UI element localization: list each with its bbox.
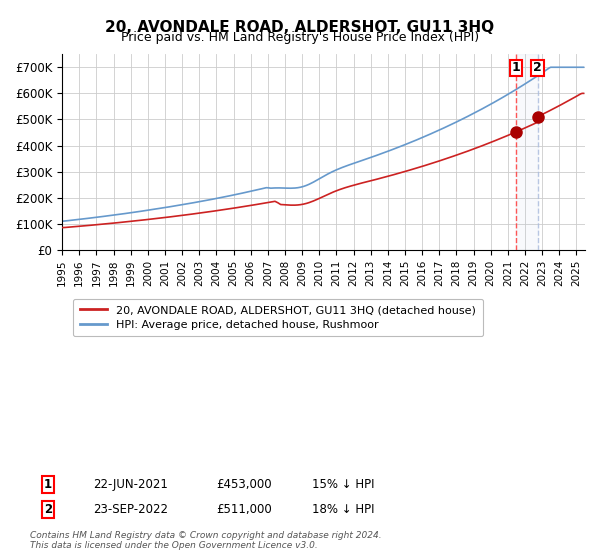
Text: 1: 1	[44, 478, 52, 491]
Text: 1: 1	[512, 62, 520, 74]
Text: 15% ↓ HPI: 15% ↓ HPI	[312, 478, 374, 491]
Text: 22-JUN-2021: 22-JUN-2021	[93, 478, 168, 491]
Text: Contains HM Land Registry data © Crown copyright and database right 2024.
This d: Contains HM Land Registry data © Crown c…	[30, 530, 382, 550]
Text: 20, AVONDALE ROAD, ALDERSHOT, GU11 3HQ: 20, AVONDALE ROAD, ALDERSHOT, GU11 3HQ	[106, 20, 494, 35]
Legend: 20, AVONDALE ROAD, ALDERSHOT, GU11 3HQ (detached house), HPI: Average price, det: 20, AVONDALE ROAD, ALDERSHOT, GU11 3HQ (…	[73, 298, 483, 337]
Text: 2: 2	[44, 503, 52, 516]
Text: £511,000: £511,000	[216, 503, 272, 516]
Bar	[516, 54, 538, 250]
Text: 23-SEP-2022: 23-SEP-2022	[93, 503, 168, 516]
Text: Price paid vs. HM Land Registry's House Price Index (HPI): Price paid vs. HM Land Registry's House …	[121, 31, 479, 44]
Text: £453,000: £453,000	[216, 478, 272, 491]
Text: 2: 2	[533, 62, 542, 74]
Text: 18% ↓ HPI: 18% ↓ HPI	[312, 503, 374, 516]
